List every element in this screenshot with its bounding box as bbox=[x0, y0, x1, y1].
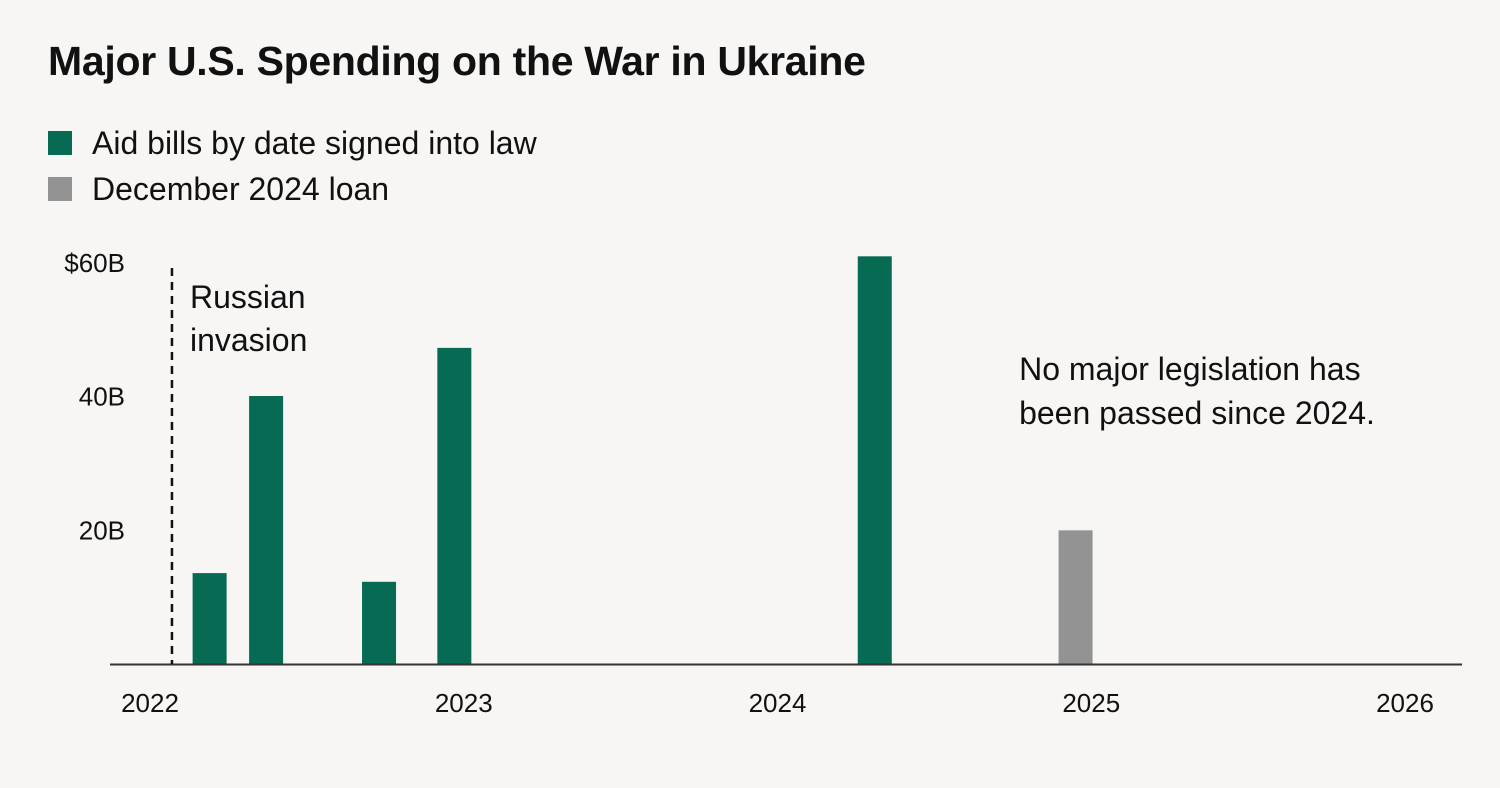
y-tick-label: $60B bbox=[64, 248, 125, 278]
legend-item-aid-bills: Aid bills by date signed into law bbox=[48, 120, 537, 166]
no-legislation-annotation-text: No major legislation has bbox=[1019, 351, 1361, 387]
invasion-annotation-text: Russian bbox=[190, 279, 306, 315]
x-tick-label: 2025 bbox=[1062, 688, 1120, 718]
invasion-annotation-text: invasion bbox=[190, 322, 307, 358]
bar bbox=[857, 256, 892, 664]
legend-swatch-loan bbox=[48, 177, 72, 201]
legend-item-loan: December 2024 loan bbox=[48, 166, 537, 212]
bar bbox=[362, 581, 397, 664]
bar bbox=[1058, 530, 1093, 664]
bar bbox=[192, 573, 227, 664]
x-tick-label: 2023 bbox=[435, 688, 493, 718]
bar bbox=[437, 347, 472, 664]
x-tick-label: 2024 bbox=[749, 688, 807, 718]
y-tick-label: 40B bbox=[79, 382, 125, 412]
y-tick-label: 20B bbox=[79, 515, 125, 545]
legend-label-aid-bills: Aid bills by date signed into law bbox=[92, 124, 537, 161]
legend: Aid bills by date signed into law Decemb… bbox=[48, 120, 537, 212]
legend-swatch-aid-bills bbox=[48, 131, 72, 155]
no-legislation-annotation-text: been passed since 2024. bbox=[1019, 395, 1375, 431]
x-tick-label: 2026 bbox=[1376, 688, 1434, 718]
legend-label-loan: December 2024 loan bbox=[92, 170, 390, 207]
chart-title: Major U.S. Spending on the War in Ukrain… bbox=[48, 38, 866, 84]
bar bbox=[249, 395, 284, 664]
x-tick-label: 2022 bbox=[121, 688, 179, 718]
